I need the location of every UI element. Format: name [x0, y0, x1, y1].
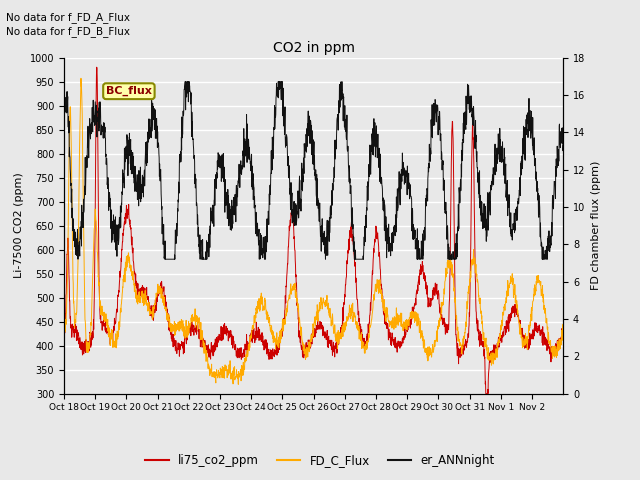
Text: No data for f_FD_B_Flux: No data for f_FD_B_Flux [6, 26, 131, 37]
Text: No data for f_FD_A_Flux: No data for f_FD_A_Flux [6, 12, 131, 23]
Y-axis label: FD chamber flux (ppm): FD chamber flux (ppm) [591, 161, 601, 290]
Text: BC_flux: BC_flux [106, 86, 152, 96]
Title: CO2 in ppm: CO2 in ppm [273, 41, 355, 55]
Y-axis label: Li-7500 CO2 (ppm): Li-7500 CO2 (ppm) [14, 173, 24, 278]
Legend: li75_co2_ppm, FD_C_Flux, er_ANNnight: li75_co2_ppm, FD_C_Flux, er_ANNnight [140, 449, 500, 472]
